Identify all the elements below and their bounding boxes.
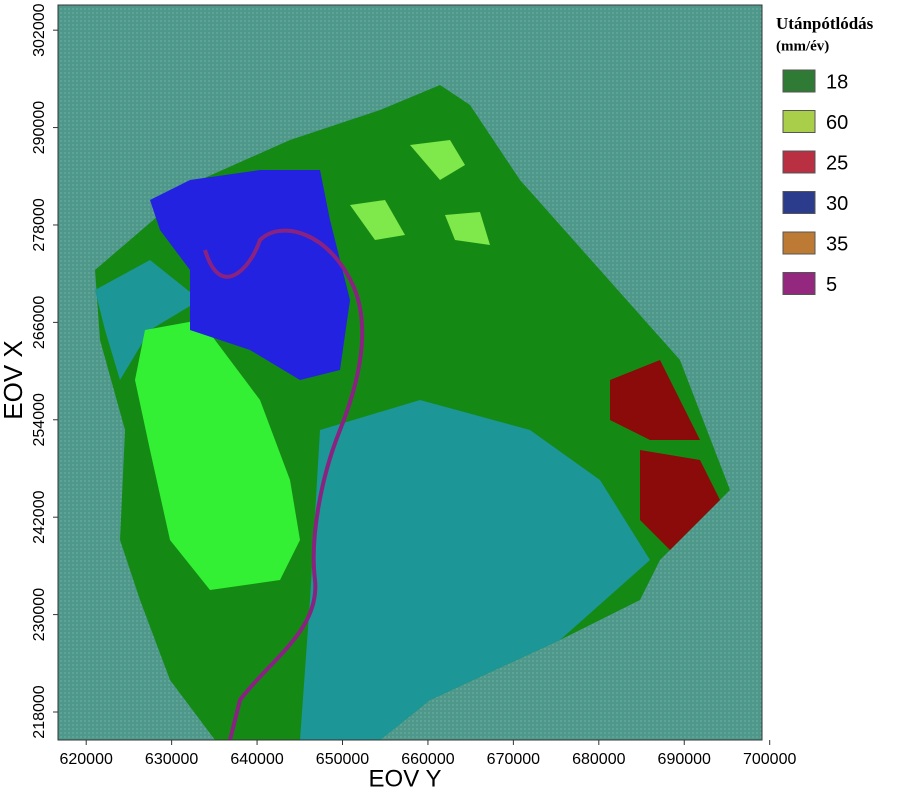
legend-unit: (mm/év) bbox=[776, 38, 829, 54]
legend-title: Utánpótlódás bbox=[776, 14, 874, 33]
y-tick-label: 242000 bbox=[31, 490, 48, 543]
y-tick-label: 302000 bbox=[31, 3, 48, 56]
x-tick-label: 700000 bbox=[743, 751, 796, 768]
legend-label: 60 bbox=[826, 112, 848, 134]
y-tick-label: 230000 bbox=[31, 588, 48, 641]
y-tick-label: 218000 bbox=[31, 685, 48, 738]
legend-swatch bbox=[782, 231, 816, 255]
x-tick-label: 630000 bbox=[145, 751, 198, 768]
light-green-zone-2 bbox=[410, 140, 465, 180]
legend-swatch bbox=[782, 272, 816, 295]
legend-label: 30 bbox=[826, 193, 848, 215]
map-frame bbox=[57, 4, 763, 741]
y-axis-label: EOV X bbox=[0, 340, 28, 419]
x-tick-label: 660000 bbox=[401, 751, 454, 768]
y-tick-label: 278000 bbox=[31, 198, 48, 251]
legend-swatch bbox=[782, 69, 816, 93]
x-tick-label: 650000 bbox=[316, 751, 369, 768]
legend-label: 5 bbox=[826, 274, 837, 296]
y-tick-label: 254000 bbox=[31, 393, 48, 446]
river bbox=[203, 228, 365, 741]
y-tick-label: 290000 bbox=[31, 101, 48, 154]
legend-swatch bbox=[782, 150, 816, 174]
x-tick-label: 670000 bbox=[487, 751, 540, 768]
light-green-zone-4 bbox=[445, 212, 490, 245]
legend-swatch bbox=[782, 110, 816, 133]
x-tick-label: 680000 bbox=[572, 751, 625, 768]
legend-label: 25 bbox=[826, 152, 848, 174]
teal-zone-2 bbox=[95, 260, 200, 380]
x-axis-label: EOV Y bbox=[369, 765, 442, 792]
maroon-zone-2 bbox=[640, 450, 720, 550]
x-tick-label: 690000 bbox=[658, 751, 711, 768]
x-tick-label: 620000 bbox=[59, 751, 112, 768]
legend-label: 18 bbox=[826, 71, 848, 93]
legend-swatch bbox=[782, 191, 816, 214]
legend-label: 35 bbox=[826, 233, 848, 255]
x-tick-label: 640000 bbox=[230, 751, 283, 768]
blue-zone bbox=[150, 170, 350, 380]
maroon-zone bbox=[610, 360, 700, 440]
teal-zone bbox=[300, 400, 650, 740]
y-tick-label: 266000 bbox=[31, 296, 48, 349]
light-green-zone-3 bbox=[350, 200, 405, 240]
light-green-zone bbox=[135, 320, 300, 590]
